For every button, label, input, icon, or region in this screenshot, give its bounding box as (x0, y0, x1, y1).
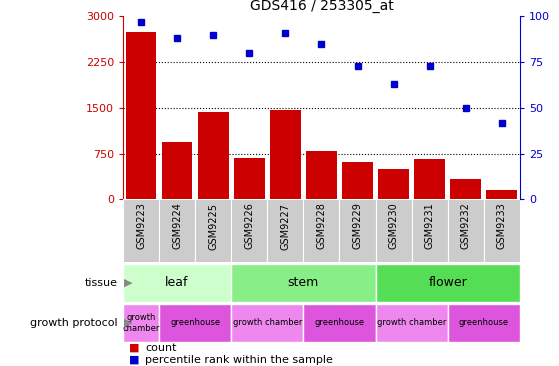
Bar (162, 142, 192, 199)
Bar (234, 158, 264, 199)
Bar (123, 264, 231, 302)
Bar (484, 199, 520, 262)
Text: greenhouse: greenhouse (314, 318, 364, 328)
Bar (270, 110, 301, 199)
Bar (378, 169, 409, 199)
Bar (123, 304, 159, 342)
Bar (486, 190, 517, 199)
Bar (411, 199, 448, 262)
Bar (198, 112, 229, 199)
Text: GSM9226: GSM9226 (244, 203, 254, 250)
Bar (159, 199, 195, 262)
Text: ■: ■ (129, 343, 139, 353)
Text: GSM9224: GSM9224 (172, 203, 182, 250)
Text: GSM9229: GSM9229 (353, 203, 362, 250)
Bar (451, 179, 481, 199)
Text: GSM9228: GSM9228 (316, 203, 326, 250)
Bar (304, 199, 339, 262)
Bar (376, 304, 448, 342)
Text: growth chamber: growth chamber (233, 318, 302, 328)
Text: GSM9232: GSM9232 (461, 203, 471, 250)
Bar (231, 199, 267, 262)
Bar (267, 199, 304, 262)
Text: ■: ■ (129, 355, 139, 365)
Text: percentile rank within the sample: percentile rank within the sample (145, 355, 333, 365)
Text: GSM9227: GSM9227 (281, 203, 290, 250)
Text: GSM9231: GSM9231 (425, 203, 435, 249)
Text: growth
chamber: growth chamber (122, 313, 160, 333)
Text: GSM9225: GSM9225 (208, 203, 218, 250)
Bar (126, 32, 157, 199)
Bar (195, 199, 231, 262)
Bar (159, 304, 231, 342)
Text: ▶: ▶ (124, 318, 132, 328)
Text: leaf: leaf (165, 276, 189, 289)
Bar (376, 199, 411, 262)
Bar (306, 151, 337, 199)
Bar (448, 199, 484, 262)
Text: greenhouse: greenhouse (170, 318, 220, 328)
Text: growth chamber: growth chamber (377, 318, 446, 328)
Text: GSM9223: GSM9223 (136, 203, 146, 250)
Bar (231, 264, 376, 302)
Text: tissue: tissue (84, 278, 117, 288)
Bar (448, 304, 520, 342)
Bar (339, 199, 376, 262)
Bar (414, 159, 445, 199)
Text: stem: stem (288, 276, 319, 289)
Text: GSM9230: GSM9230 (389, 203, 399, 249)
Bar (231, 304, 304, 342)
Text: ▶: ▶ (124, 278, 132, 288)
Bar (342, 162, 373, 199)
Text: greenhouse: greenhouse (459, 318, 509, 328)
Bar (304, 304, 376, 342)
Text: flower: flower (428, 276, 467, 289)
Bar (376, 264, 520, 302)
Bar (123, 199, 159, 262)
Text: GSM9233: GSM9233 (497, 203, 507, 249)
Text: growth protocol: growth protocol (30, 318, 117, 328)
Text: count: count (145, 343, 177, 353)
Title: GDS416 / 253305_at: GDS416 / 253305_at (249, 0, 394, 13)
